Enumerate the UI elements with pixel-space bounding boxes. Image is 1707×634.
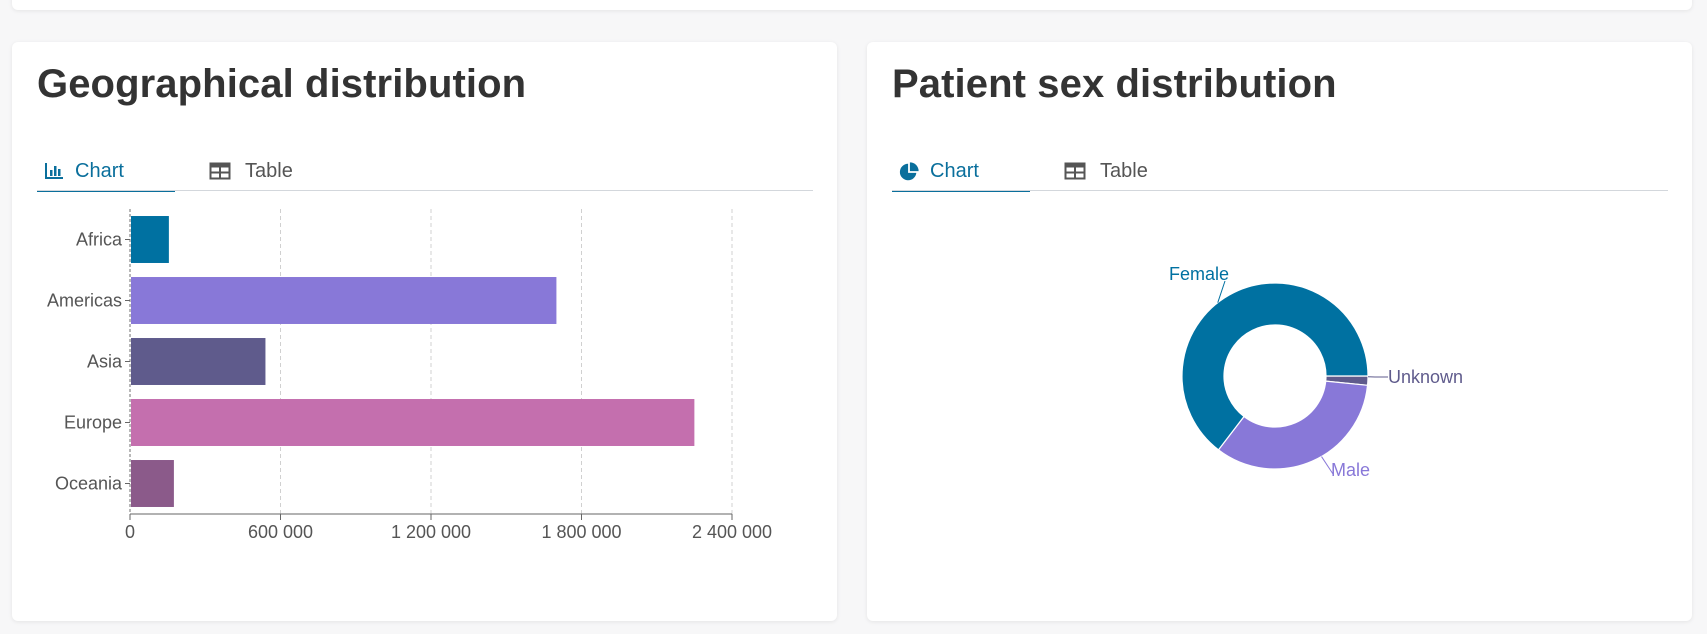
slice-female[interactable] xyxy=(1181,282,1369,451)
bar-oceania[interactable] xyxy=(131,460,174,507)
slice-label-male: Male xyxy=(1331,460,1370,480)
tab-table-label: Table xyxy=(1100,159,1148,182)
x-tick-label: 1 200 000 xyxy=(391,522,471,542)
y-tick-label: Americas xyxy=(47,291,122,311)
slice-label-female: Female xyxy=(1169,264,1229,284)
y-tick-label: Oceania xyxy=(55,474,123,494)
y-tick-label: Asia xyxy=(87,352,123,372)
tabs-divider xyxy=(892,190,1668,191)
bar-asia[interactable] xyxy=(131,338,266,385)
slice-male[interactable] xyxy=(1217,380,1369,470)
patient-sex-donut-chart: Female Unknown Male xyxy=(1169,264,1463,480)
bar-africa[interactable] xyxy=(131,216,169,263)
pie-chart-icon xyxy=(898,160,920,182)
bar-europe[interactable] xyxy=(131,399,695,446)
tab-chart-label: Chart xyxy=(930,159,979,182)
x-tick-label: 1 800 000 xyxy=(541,522,621,542)
card-title: Patient sex distribution xyxy=(892,62,1337,106)
tab-chart[interactable]: Chart xyxy=(892,152,1030,192)
view-tabs: Chart Table xyxy=(37,0,813,192)
tabs-divider xyxy=(37,190,813,191)
tab-table-label: Table xyxy=(245,159,293,182)
x-tick-label: 2 400 000 xyxy=(692,522,772,542)
x-tick-label: 0 xyxy=(125,522,135,542)
geographical-bar-chart: Africa Americas Asia Europe Oceania 0 600 000 1… xyxy=(47,209,772,542)
top-card xyxy=(12,0,1692,10)
y-tick-label: Africa xyxy=(76,230,123,250)
tab-chart-label: Chart xyxy=(75,159,124,182)
tab-table[interactable]: Table xyxy=(1064,152,1174,190)
bar-chart-icon xyxy=(43,160,65,182)
view-tabs: Chart Table xyxy=(892,0,1668,192)
table-icon xyxy=(1064,160,1086,182)
patient-sex-distribution-card: Patient sex distribution Chart Table xyxy=(867,42,1692,621)
leader-line-female xyxy=(1217,280,1226,303)
y-tick-label: Europe xyxy=(64,413,122,433)
x-tick-label: 600 000 xyxy=(248,522,313,542)
table-icon xyxy=(209,160,231,182)
slice-label-unknown: Unknown xyxy=(1388,367,1463,387)
bar-americas[interactable] xyxy=(131,277,557,324)
geographical-distribution-card: Geographical distribution Chart xyxy=(12,42,837,621)
card-title: Geographical distribution xyxy=(37,62,527,106)
tab-chart[interactable]: Chart xyxy=(37,152,175,192)
tab-table[interactable]: Table xyxy=(209,152,319,190)
leader-line-male xyxy=(1321,456,1334,475)
